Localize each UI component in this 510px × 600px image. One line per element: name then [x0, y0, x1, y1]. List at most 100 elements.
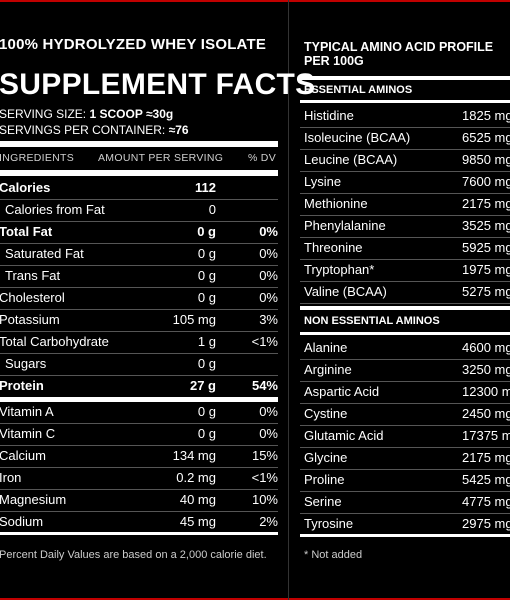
essential-top-bar	[300, 76, 510, 80]
nutrient-amount: 0 g	[197, 246, 216, 261]
nutrient-name: Protein	[0, 378, 44, 393]
supplement-facts-panel: 100% HYDROLYZED WHEY ISOLATE SUPPLEMENT …	[0, 36, 315, 561]
servings-value: ≈76	[168, 123, 189, 137]
nutrient-dv: 10%	[251, 492, 278, 507]
nutrient-amount: 0 g	[197, 404, 216, 419]
nutrient-row: Total Fat 0 g 0%	[0, 221, 278, 244]
amino-row: Alanine 4600 mg	[300, 337, 510, 360]
amino-row: Histidine 1825 mg	[300, 105, 510, 128]
nutrient-row: Vitamin C 0 g 0%	[0, 423, 278, 446]
nutrient-amount: 0 g	[197, 356, 216, 371]
amino-value: 2175 mg	[462, 450, 510, 465]
nutrient-row: Cholesterol 0 g 0%	[0, 287, 278, 310]
amino-value: 3250 mg	[462, 362, 510, 377]
nutrient-row: Total Carbohydrate 1 g <1%	[0, 331, 278, 354]
column-ingredients: INGREDIENTS	[0, 152, 75, 164]
nutrient-amount: 0 g	[197, 290, 216, 305]
amino-name: Glutamic Acid	[304, 428, 384, 443]
nutrient-name: Iron	[0, 470, 22, 485]
nutrient-row: Iron 0.2 mg <1%	[0, 467, 278, 490]
amino-row: Cystine 2450 mg	[300, 403, 510, 426]
dv-note: Percent Daily Values are based on a 2,00…	[0, 549, 267, 561]
amino-title-line-2: PER 100G	[304, 54, 364, 68]
amino-name: Arginine	[304, 362, 352, 377]
top-accent-line	[0, 0, 510, 2]
nutrient-dv: 3%	[259, 312, 278, 327]
amino-value: 2175 mg	[462, 196, 510, 211]
amino-row: Glycine 2175 mg	[300, 447, 510, 470]
product-line: 100% HYDROLYZED WHEY ISOLATE	[0, 36, 267, 53]
nutrient-dv: 0%	[259, 246, 278, 261]
column-dv: % DV	[247, 152, 276, 164]
nutrient-row: Sugars 0 g	[0, 353, 278, 376]
amino-name: Leucine (BCAA)	[304, 152, 398, 167]
nutrient-amount: 0	[208, 202, 216, 217]
nutrient-row: Trans Fat 0 g 0%	[0, 265, 278, 288]
amino-row: Isoleucine (BCAA) 6525 mg	[300, 127, 510, 150]
amino-value: 5275 mg	[462, 284, 510, 299]
nutrient-amount: 112	[195, 180, 216, 195]
nutrient-name: Sugars	[5, 356, 47, 371]
nutrient-name: Calories	[0, 180, 51, 195]
nutrient-name: Trans Fat	[5, 268, 61, 283]
serving-size-label: SERVING SIZE:	[0, 107, 87, 121]
servings-per-container: SERVINGS PER CONTAINER: ≈76	[0, 123, 189, 137]
amino-bottom-bar	[300, 534, 510, 537]
nutrient-name: Vitamin C	[0, 426, 56, 441]
nutrient-row: Saturated Fat 0 g 0%	[0, 243, 278, 266]
nutrient-name: Calories from Fat	[5, 202, 105, 217]
nutrient-row: Vitamin A 0 g 0%	[0, 401, 278, 424]
amino-row: Glutamic Acid 17375 mg	[300, 425, 510, 448]
nutrient-name: Cholesterol	[0, 290, 65, 305]
nutrient-dv: 0%	[259, 268, 278, 283]
amino-value: 12300 mg	[462, 384, 510, 399]
nutrient-row: Calcium 134 mg 15%	[0, 445, 278, 468]
amino-row: Threonine 5925 mg	[300, 237, 510, 260]
bottom-accent-line	[0, 598, 510, 600]
amino-name: Alanine	[304, 340, 348, 355]
nutrient-name: Vitamin A	[0, 404, 54, 419]
amino-row: Lysine 7600 mg	[300, 171, 510, 194]
amino-value: 4600 mg	[462, 340, 510, 355]
amino-name: Methionine	[304, 196, 368, 211]
nutrient-dv: <1%	[251, 334, 278, 349]
servings-label: SERVINGS PER CONTAINER:	[0, 123, 166, 137]
serving-size-value: 1 SCOOP ≈30g	[89, 107, 174, 121]
amino-name: Glycine	[304, 450, 348, 465]
nutrient-amount: 27 g	[189, 378, 216, 393]
nutrient-dv: 2%	[259, 514, 278, 529]
amino-row: Phenylalanine 3525 mg	[300, 215, 510, 238]
nutrient-amount: 45 mg	[179, 514, 216, 529]
nutrient-row: Calories from Fat 0	[0, 199, 278, 222]
amino-name: Threonine	[304, 240, 363, 255]
nutrient-dv: 54%	[251, 378, 278, 393]
amino-name: Cystine	[304, 406, 348, 421]
amino-row: Serine 4775 mg	[300, 491, 510, 514]
nonessential-title: NON ESSENTIAL AMINOS	[304, 315, 440, 327]
nutrient-name: Total Fat	[0, 224, 53, 239]
amino-row: Aspartic Acid 12300 mg	[300, 381, 510, 404]
amino-value: 17375 mg	[462, 428, 510, 443]
amino-name: Tryptophan*	[304, 262, 375, 277]
nutrient-name: Sodium	[0, 514, 44, 529]
nutrient-row: Magnesium 40 mg 10%	[0, 489, 278, 512]
amino-name: Aspartic Acid	[304, 384, 380, 399]
amino-value: 7600 mg	[462, 174, 510, 189]
amino-value: 2450 mg	[462, 406, 510, 421]
nutrient-amount: 1 g	[197, 334, 216, 349]
nutrient-amount: 0 g	[197, 268, 216, 283]
nutrient-dv: 0%	[259, 404, 278, 419]
nutrient-amount: 134 mg	[172, 448, 216, 463]
amino-row: Arginine 3250 mg	[300, 359, 510, 382]
column-amount: AMOUNT PER SERVING	[98, 152, 224, 164]
amino-value: 1975 mg	[462, 262, 510, 277]
nonessential-rule	[300, 332, 510, 335]
amino-name: Tyrosine	[304, 516, 354, 531]
amino-name: Proline	[304, 472, 345, 487]
nutrient-name: Total Carbohydrate	[0, 334, 109, 349]
nutrient-amount: 0 g	[197, 224, 216, 239]
amino-title-line-1: TYPICAL AMINO ACID PROFILE	[304, 40, 494, 54]
nutrient-name: Magnesium	[0, 492, 67, 507]
amino-value: 5425 mg	[462, 472, 510, 487]
nutrient-row: Calories 112	[0, 177, 278, 200]
